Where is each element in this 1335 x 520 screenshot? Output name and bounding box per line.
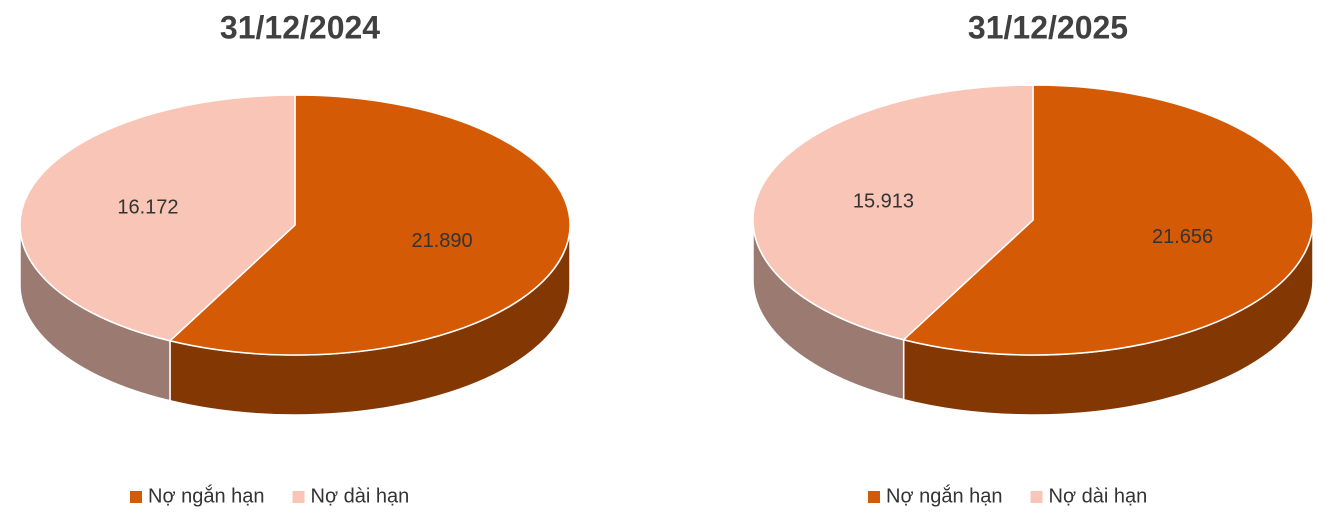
legend-label: Nợ dài hạn — [1049, 485, 1148, 507]
legend-swatch — [1030, 491, 1043, 503]
legend-label: Nợ ngắn hạn — [148, 484, 265, 507]
data-label: 16.172 — [117, 197, 178, 219]
pie-slice — [752, 84, 1034, 341]
data-label: 21.656 — [1152, 226, 1213, 248]
chart-title: 31/12/2024 — [220, 9, 380, 45]
pie-slice — [168, 94, 571, 356]
pie-slice — [19, 94, 296, 342]
data-label: 21.890 — [411, 230, 472, 252]
legend-label: Nợ dài hạn — [311, 485, 410, 507]
chart-title: 31/12/2025 — [968, 9, 1128, 45]
legend-swatch — [868, 491, 880, 503]
legend-label: Nợ ngắn hạn — [886, 484, 1003, 507]
pie-slice — [902, 84, 1314, 356]
legend-swatch — [292, 491, 305, 503]
legend-swatch — [130, 491, 142, 503]
data-label: 15.913 — [853, 191, 914, 213]
